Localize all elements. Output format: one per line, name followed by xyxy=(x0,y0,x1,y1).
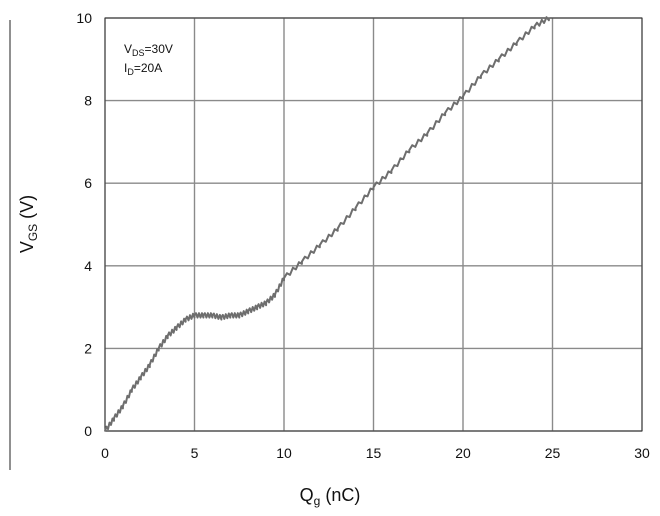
plot-frame xyxy=(104,17,643,432)
data-point xyxy=(211,314,214,317)
data-point xyxy=(462,95,464,98)
data-point xyxy=(301,260,303,263)
data-point xyxy=(336,227,339,230)
data-point xyxy=(238,314,241,317)
data-point xyxy=(140,376,142,379)
x-tick-label: 30 xyxy=(634,445,650,461)
gridlines xyxy=(104,17,643,432)
data-point xyxy=(122,405,124,408)
y-tick-label: 4 xyxy=(84,258,92,274)
data-point xyxy=(390,170,393,172)
x-tick-label: 5 xyxy=(191,445,199,461)
data-series xyxy=(104,16,550,432)
data-point xyxy=(408,149,411,151)
x-tick-label: 15 xyxy=(366,445,382,461)
x-tick-labels: 0 5 10 15 20 25 30 xyxy=(101,445,650,461)
x-tick-label: 25 xyxy=(545,445,561,461)
y-tick-labels: 0 2 4 6 8 10 xyxy=(76,10,92,439)
data-point xyxy=(444,112,446,114)
data-point xyxy=(148,364,151,366)
data-point xyxy=(319,244,321,246)
x-tick-label: 0 xyxy=(101,445,109,461)
data-point xyxy=(229,314,232,317)
data-point xyxy=(166,335,169,337)
annotation-id: ID=20A xyxy=(124,61,162,77)
data-point xyxy=(193,314,196,317)
data-point xyxy=(548,17,550,19)
x-tick-label: 10 xyxy=(276,445,292,461)
data-point xyxy=(426,132,429,135)
data-point xyxy=(372,186,375,189)
data-point xyxy=(247,310,249,313)
data-point xyxy=(113,417,115,420)
vgs-series-line xyxy=(104,16,550,432)
y-tick-label: 8 xyxy=(84,93,92,109)
data-point xyxy=(220,316,223,319)
x-axis-label: Qg (nC) xyxy=(300,485,361,508)
data-point xyxy=(498,58,500,61)
data-point xyxy=(104,430,106,432)
data-point xyxy=(184,318,187,321)
data-point xyxy=(515,41,518,44)
data-point xyxy=(131,388,133,391)
y-tick-label: 2 xyxy=(84,340,92,356)
y-tick-label: 0 xyxy=(84,423,92,439)
data-point xyxy=(283,277,285,279)
data-point xyxy=(274,293,276,296)
data-point xyxy=(354,207,357,209)
annotation-vds: VDS=30V xyxy=(124,42,173,58)
data-point xyxy=(480,75,482,77)
data-point xyxy=(533,25,536,28)
y-tick-label: 10 xyxy=(76,10,92,26)
data-point xyxy=(265,302,267,304)
data-point xyxy=(202,314,205,317)
data-point xyxy=(256,306,258,308)
data-point xyxy=(175,326,178,329)
y-tick-label: 6 xyxy=(84,175,92,191)
data-point xyxy=(157,347,160,350)
y-axis-label: VGS (V) xyxy=(17,195,40,253)
x-tick-label: 20 xyxy=(455,445,471,461)
